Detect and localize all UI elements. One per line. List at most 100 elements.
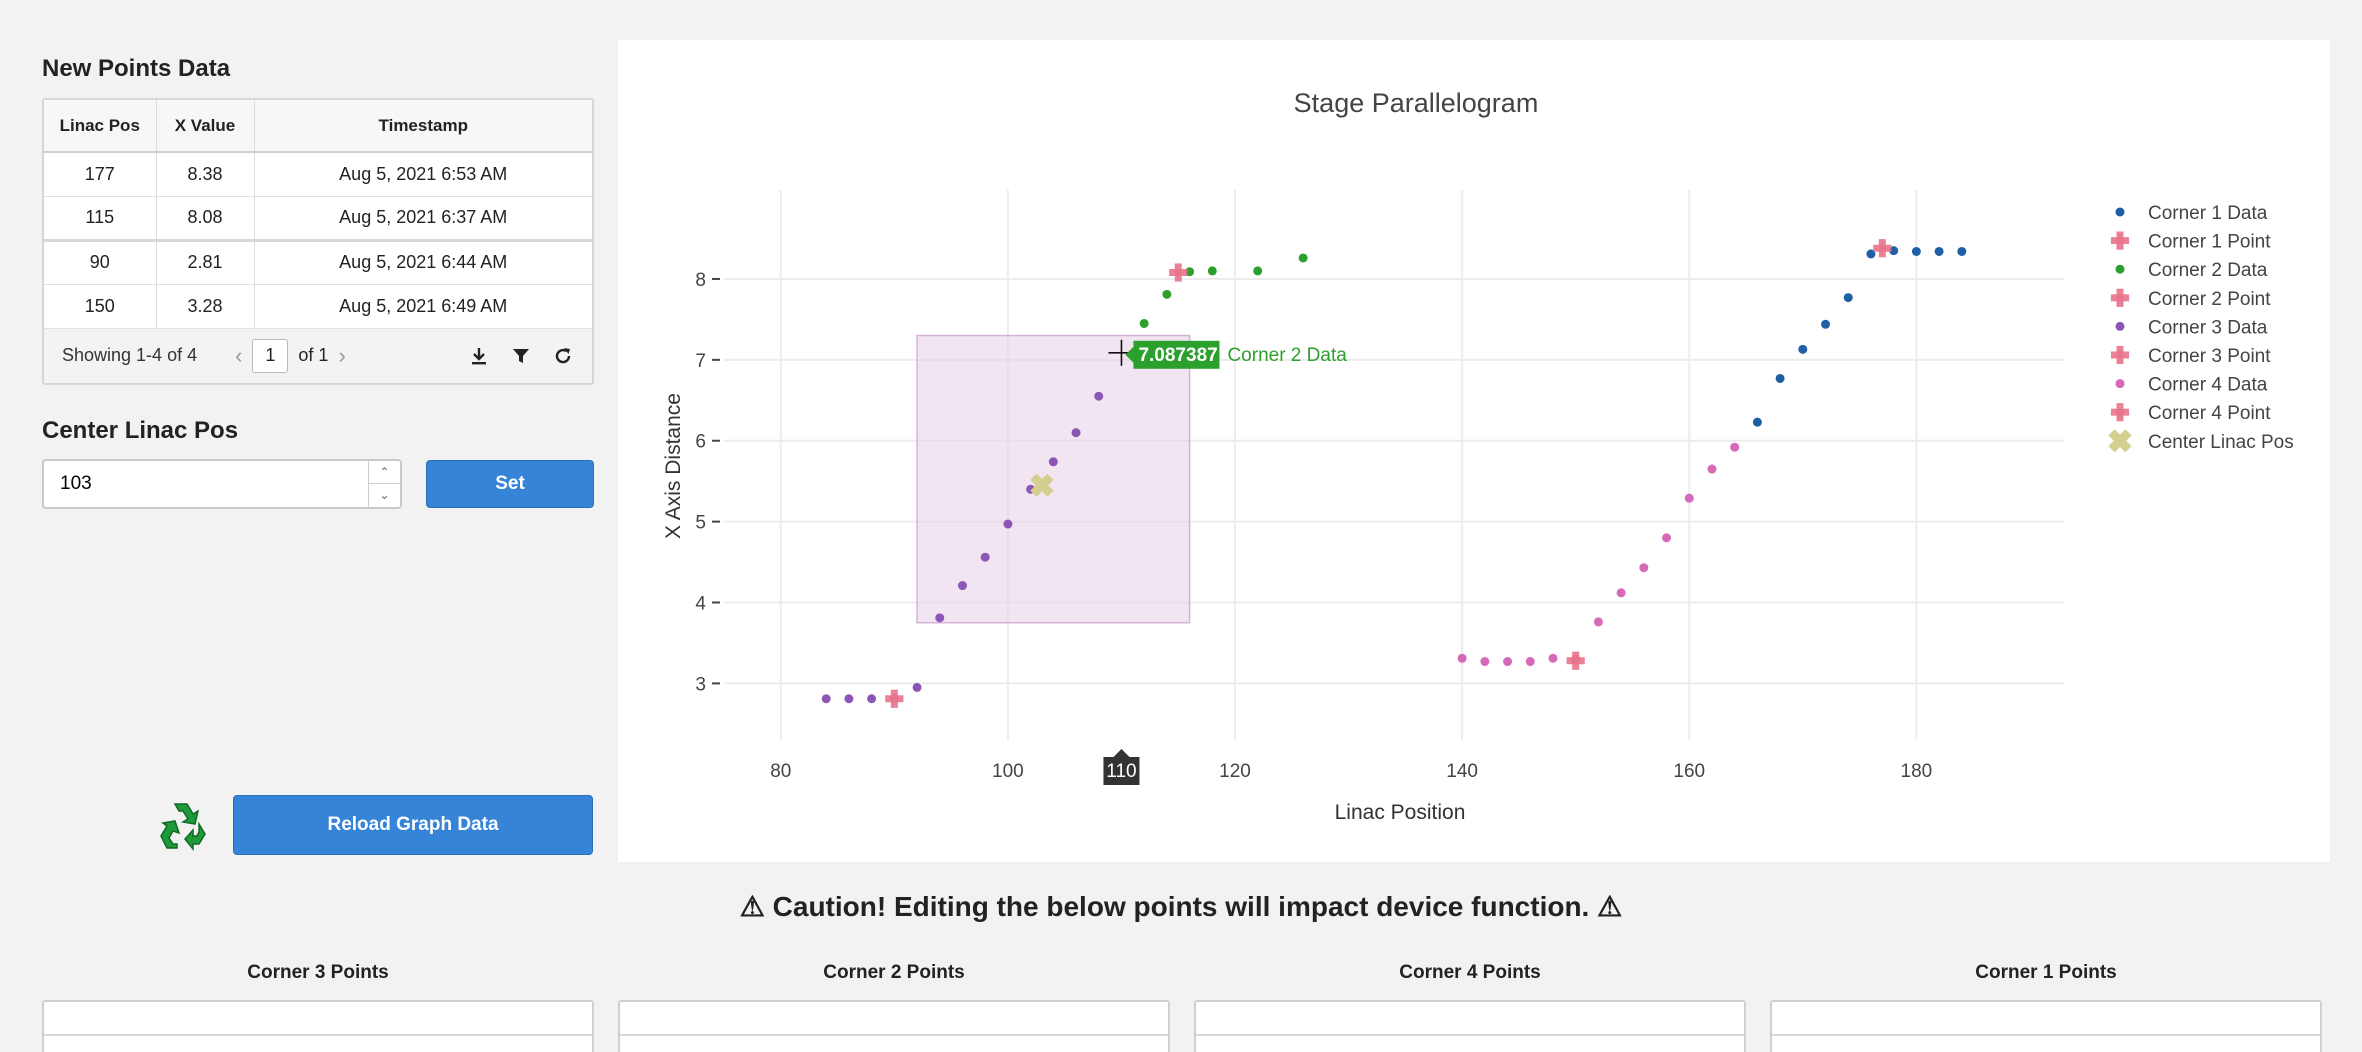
legend-marker-corner-3-point — [2110, 345, 2130, 365]
chart-legend: Corner 1 Data Corner 1 Point Corner 2 Data… — [2108, 203, 2294, 453]
corner-4-data-point — [1457, 653, 1467, 663]
center-linac-title: Center Linac Pos — [42, 416, 239, 444]
stage-parallelogram-chart[interactable]: Stage Parallelogram 80 100 120 140 160 180 3 4 5… — [618, 40, 2330, 862]
corner-3-points-panel: Corner 3 Points — [42, 962, 594, 1052]
table-row[interactable]: 150 3.28 Aug 5, 2021 6:49 AM — [44, 284, 592, 329]
corner-1-data-point — [1934, 246, 1944, 256]
corner-4-data-point — [1480, 657, 1490, 667]
corner-1-data-point — [1911, 246, 1921, 256]
corner-3-data-point — [912, 682, 922, 692]
stepper-spinner: ⌃ ⌄ — [368, 460, 400, 507]
x-tick-label: 100 — [992, 761, 1024, 782]
cell-x-value[interactable]: 2.81 — [156, 238, 255, 285]
corner-4-data-series — [1457, 442, 1740, 667]
x-tick-label: 120 — [1219, 761, 1251, 782]
corner-2-data-point — [1162, 289, 1172, 299]
reload-graph-button[interactable]: Reload Graph Data — [233, 795, 593, 855]
corner-3-data-point — [1048, 457, 1058, 467]
legend-marker-corner-3-data — [2115, 321, 2125, 331]
hover-series-name: Corner 2 Data — [1227, 345, 1347, 366]
corner-1-data-point — [1798, 344, 1808, 354]
cell-linac-pos[interactable]: 115 — [44, 196, 157, 241]
pager-next-button[interactable]: › — [338, 342, 346, 368]
new-points-table-card: Linac Pos X Value Timestamp 177 8.38 Aug… — [42, 98, 594, 385]
legend-label-corner-1-point: Corner 1 Point — [2148, 232, 2271, 253]
corner-2-points-table[interactable] — [618, 1000, 1170, 1052]
corner-1-data-point — [1775, 373, 1785, 383]
hover-pointer — [1125, 346, 1134, 363]
legend-marker-corner-2-data — [2115, 264, 2125, 274]
download-icon[interactable] — [468, 345, 490, 367]
cell-timestamp[interactable]: Aug 5, 2021 6:53 AM — [254, 152, 592, 197]
x-tick-label: 180 — [1901, 761, 1933, 782]
table-pager: Showing 1-4 of 4 ‹ 1 of 1 › — [44, 328, 592, 383]
column-header-timestamp[interactable]: Timestamp — [254, 100, 592, 153]
caution-banner: ⚠ Caution! Editing the below points will… — [739, 891, 1623, 922]
corner-2-data-point — [1207, 266, 1217, 276]
corner-1-point-series — [1873, 239, 1892, 258]
cell-x-value[interactable]: 8.08 — [156, 196, 255, 241]
corner-4-points-table[interactable] — [1194, 1000, 1746, 1052]
corner-4-point-series — [1566, 651, 1585, 670]
legend-label-corner-2-data: Corner 2 Data — [2148, 260, 2268, 281]
corner-4-points-title: Corner 4 Points — [1399, 962, 1541, 983]
corner-2-data-point — [1298, 253, 1308, 263]
cross-bar — [2116, 403, 2124, 422]
hover-value: 7.087387 — [1138, 345, 1217, 366]
center-linac-pos-point — [1030, 473, 1054, 497]
refresh-icon[interactable] — [552, 345, 574, 367]
stepper-up-icon[interactable]: ⌃ — [369, 461, 400, 484]
legend-label-corner-4-point: Corner 4 Point — [2148, 403, 2271, 424]
corner-1-points-table[interactable] — [1770, 1000, 2322, 1052]
legend-label-corner-1-data: Corner 1 Data — [2148, 203, 2268, 224]
cell-linac-pos[interactable]: 150 — [44, 284, 157, 329]
table-row[interactable]: 90 2.81 Aug 5, 2021 6:44 AM — [44, 238, 592, 285]
y-tick-label: 5 — [695, 513, 706, 534]
x-spike-pointer — [1113, 749, 1130, 757]
corner-3-data-point — [844, 694, 854, 704]
center-linac-input[interactable] — [44, 461, 364, 506]
page-number-input[interactable]: 1 — [252, 338, 289, 373]
corner-3-point-series — [885, 689, 904, 708]
cell-linac-pos[interactable]: 90 — [44, 238, 157, 285]
table-row[interactable]: 177 8.38 Aug 5, 2021 6:53 AM — [44, 152, 592, 197]
corner-1-data-point — [1889, 246, 1899, 256]
corner-1-point-point — [1873, 239, 1892, 258]
center-linac-pos-series — [1030, 473, 1054, 497]
table-row[interactable]: 115 8.08 Aug 5, 2021 6:37 AM — [44, 196, 592, 241]
legend-marker-center-linac-pos — [2108, 429, 2132, 453]
corner-3-points-table[interactable] — [42, 1000, 594, 1052]
corner-3-data-point — [821, 694, 831, 704]
pager-of-text: of 1 — [298, 345, 329, 365]
pager-prev-button[interactable]: ‹ — [235, 342, 243, 368]
cross-bar — [890, 689, 898, 708]
filter-icon[interactable] — [510, 345, 532, 367]
left-panel: New Points Data Linac Pos X Value Timest… — [42, 55, 594, 509]
cell-timestamp[interactable]: Aug 5, 2021 6:44 AM — [254, 238, 592, 285]
corner-4-data-point — [1684, 493, 1694, 503]
cell-x-value[interactable]: 3.28 — [156, 284, 255, 329]
corner-3-data-point — [1094, 391, 1104, 401]
corner-4-point-point — [1566, 651, 1585, 670]
column-header-x-value[interactable]: X Value — [156, 100, 255, 153]
legend-label-corner-2-point: Corner 2 Point — [2148, 289, 2271, 310]
cell-timestamp[interactable]: Aug 5, 2021 6:37 AM — [254, 196, 592, 241]
corner-2-point-point — [1169, 263, 1188, 282]
cell-linac-pos[interactable]: 177 — [44, 152, 157, 197]
plot-card[interactable]: Stage Parallelogram 80 100 120 140 160 180 3 4 5… — [618, 40, 2330, 862]
cell-x-value[interactable]: 8.38 — [156, 152, 255, 197]
set-button[interactable]: Set — [426, 459, 594, 508]
corner-3-data-point — [980, 552, 990, 562]
column-header-linac-pos[interactable]: Linac Pos — [44, 100, 157, 153]
corner-1-data-point — [1957, 246, 1967, 256]
corner-1-points-title: Corner 1 Points — [1975, 962, 2117, 983]
reload-row: Reload Graph Data — [155, 795, 593, 855]
corner-1-points-panel: Corner 1 Points — [1770, 962, 2322, 1052]
corner-4-data-point — [1730, 442, 1740, 452]
legend-marker-corner-2-point — [2110, 288, 2130, 307]
cell-timestamp[interactable]: Aug 5, 2021 6:49 AM — [254, 284, 592, 329]
stepper-down-icon[interactable]: ⌄ — [379, 488, 390, 503]
selection-box[interactable] — [916, 334, 1191, 624]
cross-bar — [1174, 263, 1182, 282]
hover-tooltip: 7.087387 Corner 2 Data 110 — [1103, 339, 1347, 785]
